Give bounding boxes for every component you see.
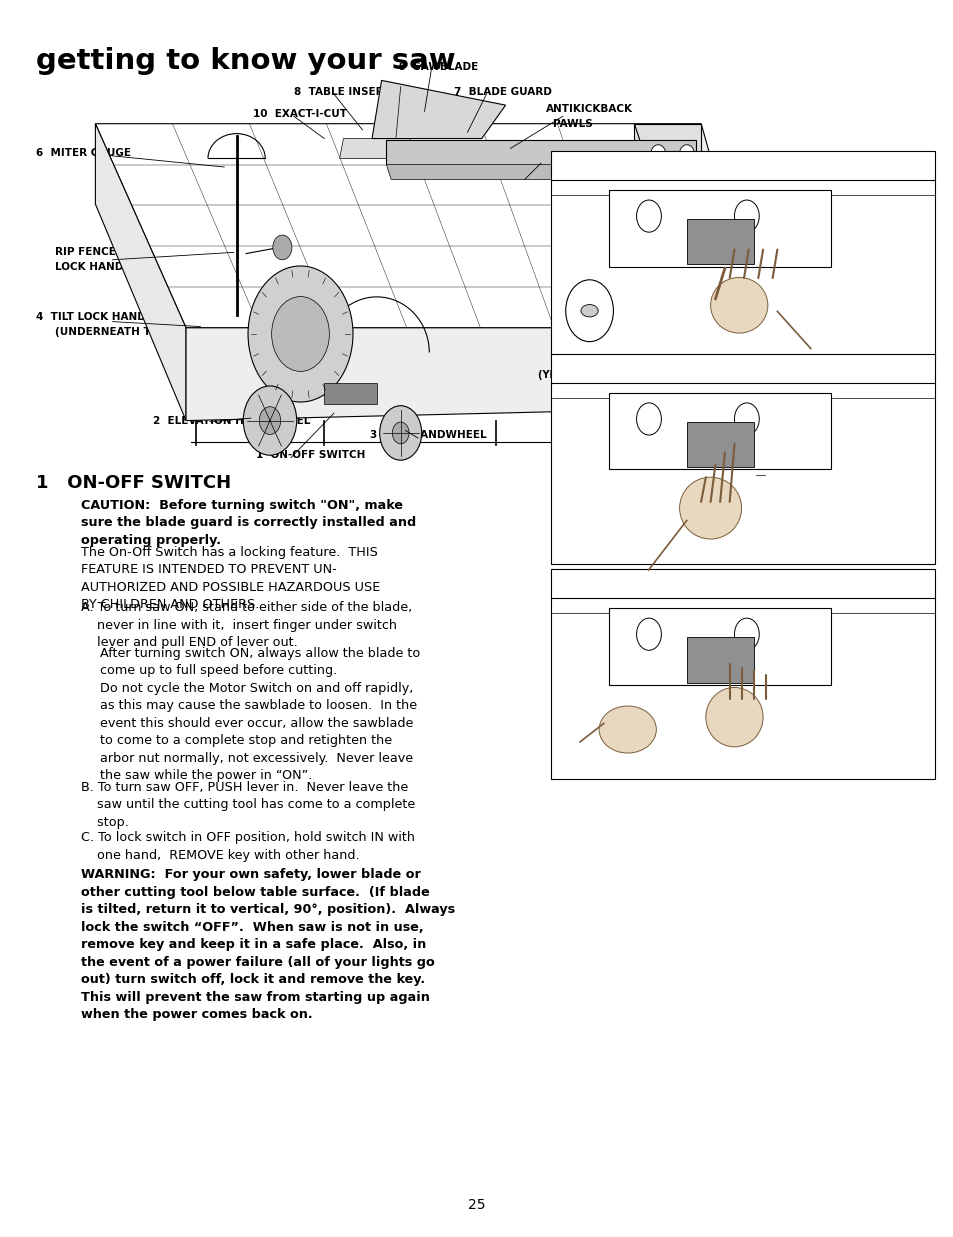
Circle shape [734,200,759,233]
Circle shape [273,235,292,260]
Polygon shape [710,155,724,179]
Text: LOCK HANDLE: LOCK HANDLE [55,262,137,272]
Circle shape [679,188,694,208]
Text: PULL ON
PUSH OFF: PULL ON PUSH OFF [756,224,786,235]
Text: KEY: KEY [767,470,785,479]
Text: 4  TILT LOCK HANDLE: 4 TILT LOCK HANDLE [36,312,160,322]
Ellipse shape [705,688,762,747]
Polygon shape [500,145,512,161]
Circle shape [650,188,665,208]
Text: HOLES FOR: HOLES FOR [610,173,676,183]
Text: getting to know your saw: getting to know your saw [36,47,456,75]
FancyBboxPatch shape [608,190,830,266]
Polygon shape [186,328,700,421]
Text: CAUTION:  Before turning switch "ON", make
sure the blade guard is correctly ins: CAUTION: Before turning switch "ON", mak… [81,499,416,547]
Ellipse shape [598,706,656,753]
FancyBboxPatch shape [551,569,934,779]
Text: 7  BLADE GUARD: 7 BLADE GUARD [454,87,552,96]
Ellipse shape [679,477,740,539]
FancyBboxPatch shape [686,219,753,265]
Text: PAWLS: PAWLS [553,119,593,129]
Text: RIP FENCE: RIP FENCE [55,247,116,257]
Circle shape [272,297,329,371]
Circle shape [636,200,660,233]
Text: After turning switch ON, always allow the blade to
come up to full speed before : After turning switch ON, always allow th… [100,647,420,678]
Text: 6  MITER GAUGE: 6 MITER GAUGE [36,148,132,158]
Circle shape [636,403,660,435]
Polygon shape [486,145,497,161]
Polygon shape [324,383,376,404]
Ellipse shape [580,304,598,317]
Polygon shape [372,80,505,139]
Text: 25: 25 [468,1199,485,1212]
Circle shape [734,403,759,435]
Text: 1   ON-OFF SWITCH: 1 ON-OFF SWITCH [36,474,232,492]
Text: (UNDERNEATH TABLE): (UNDERNEATH TABLE) [55,327,185,336]
FancyBboxPatch shape [608,609,830,685]
Polygon shape [386,140,696,165]
Circle shape [636,618,660,651]
Circle shape [248,266,353,402]
Text: Do not cycle the Motor Switch on and off rapidly,
as this may cause the sawblade: Do not cycle the Motor Switch on and off… [100,682,416,782]
FancyBboxPatch shape [608,393,830,469]
FancyBboxPatch shape [686,422,753,468]
Text: WARNING:  For your own safety, lower blade or
other cutting tool below table sur: WARNING: For your own safety, lower blad… [81,868,455,1022]
Circle shape [379,406,421,460]
Polygon shape [95,124,186,421]
Circle shape [650,145,665,165]
Text: 2  ELEVATION HANDWHEEL: 2 ELEVATION HANDWHEEL [152,416,310,426]
Text: The On-Off Switch has a locking feature.  THIS
FEATURE IS INTENDED TO PREVENT UN: The On-Off Switch has a locking feature.… [81,546,380,611]
Circle shape [565,280,613,341]
Text: ANTIKICKBACK: ANTIKICKBACK [545,104,632,114]
FancyBboxPatch shape [686,637,753,683]
Polygon shape [339,139,417,158]
Text: 8  TABLE INSERT: 8 TABLE INSERT [294,87,390,96]
Text: PULL ON
PUSH ON: PULL ON PUSH ON [756,642,784,653]
Text: A. To turn saw ON, stand to either side of the blade,
    never in line with it,: A. To turn saw ON, stand to either side … [81,601,412,649]
Circle shape [734,618,759,651]
Ellipse shape [710,277,767,333]
Polygon shape [386,165,705,179]
Polygon shape [634,124,758,328]
Circle shape [679,145,694,165]
FancyBboxPatch shape [551,354,934,564]
Text: 1  ON-OFF SWITCH: 1 ON-OFF SWITCH [255,450,365,460]
Text: 3  TILT HANDWHEEL: 3 TILT HANDWHEEL [370,430,486,440]
Text: ATTACHING FACING: ATTACHING FACING [602,188,715,198]
Circle shape [259,407,280,434]
FancyBboxPatch shape [551,151,934,361]
Text: 9  SAWBLADE: 9 SAWBLADE [398,62,477,72]
Text: KEY
(YELLOW PLASTIC): KEY (YELLOW PLASTIC) [537,357,640,380]
Text: PULL ON
PUSH OFF: PULL ON PUSH OFF [756,427,786,438]
Circle shape [392,422,409,444]
Text: 5  RIP FENCE: 5 RIP FENCE [524,156,599,166]
Circle shape [243,386,296,455]
Text: C. To lock switch in OFF position, hold switch IN with
    one hand,  REMOVE key: C. To lock switch in OFF position, hold … [81,831,415,862]
Text: 10  EXACT-I-CUT: 10 EXACT-I-CUT [253,109,347,119]
Text: B. To turn saw OFF, PUSH lever in.  Never leave the
    saw until the cutting to: B. To turn saw OFF, PUSH lever in. Never… [81,781,415,829]
Polygon shape [634,124,700,204]
